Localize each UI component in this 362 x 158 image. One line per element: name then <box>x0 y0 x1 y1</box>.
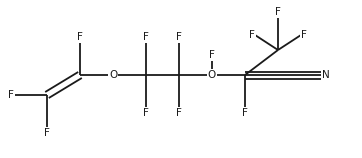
Text: O: O <box>208 70 216 80</box>
Text: F: F <box>301 30 307 40</box>
Text: O: O <box>109 70 117 80</box>
Text: F: F <box>8 90 14 100</box>
Text: N: N <box>322 70 330 80</box>
Text: F: F <box>209 50 215 60</box>
Text: F: F <box>242 108 248 118</box>
Text: F: F <box>275 7 281 17</box>
Text: F: F <box>44 128 50 138</box>
Text: F: F <box>176 108 182 118</box>
Text: F: F <box>249 30 255 40</box>
Text: F: F <box>176 32 182 42</box>
Text: F: F <box>143 32 149 42</box>
Text: F: F <box>77 32 83 42</box>
Text: F: F <box>143 108 149 118</box>
